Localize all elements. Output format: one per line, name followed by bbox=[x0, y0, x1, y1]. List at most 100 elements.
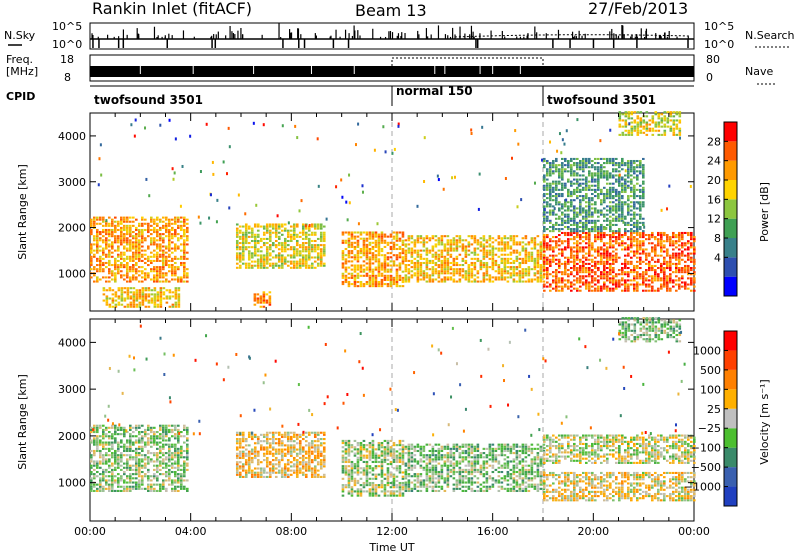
range-gate-cell bbox=[533, 261, 537, 265]
range-gate-cell bbox=[256, 233, 260, 236]
range-gate-cell bbox=[579, 159, 582, 163]
range-gate-cell bbox=[651, 119, 655, 122]
range-gate-cell bbox=[630, 168, 633, 171]
range-gate-cell bbox=[621, 289, 624, 292]
range-gate-cell bbox=[307, 252, 311, 255]
range-gate-cell bbox=[597, 252, 600, 255]
range-gate-cell bbox=[93, 483, 96, 486]
range-gate-cell bbox=[108, 489, 111, 493]
range-gate-cell bbox=[630, 182, 633, 185]
range-gate-cell bbox=[120, 220, 123, 223]
range-gate-cell bbox=[159, 237, 162, 240]
range-gate-cell bbox=[627, 174, 630, 177]
range-gate-cell bbox=[630, 186, 633, 189]
range-gate-cell bbox=[132, 257, 135, 260]
range-gate-cell bbox=[380, 254, 384, 257]
range-gate-cell bbox=[129, 235, 132, 238]
range-gate-cell bbox=[404, 253, 408, 256]
range-gate-cell bbox=[494, 261, 498, 265]
range-gate-cell bbox=[150, 251, 153, 254]
range-gate-cell bbox=[591, 166, 594, 169]
range-gate-cell bbox=[606, 170, 609, 173]
range-gate-cell bbox=[395, 283, 399, 286]
range-gate-cell bbox=[473, 264, 477, 267]
range-gate-cell bbox=[135, 237, 138, 240]
range-gate-cell bbox=[675, 264, 678, 267]
range-gate-cell bbox=[543, 211, 546, 214]
range-gate-cell bbox=[546, 184, 549, 187]
range-gate-cell bbox=[512, 261, 516, 265]
range-gate-cell bbox=[434, 261, 438, 265]
range-gate-cell bbox=[126, 441, 129, 444]
range-gate-cell bbox=[235, 235, 239, 238]
range-gate-cell bbox=[558, 207, 561, 210]
range-gate-cell bbox=[621, 271, 624, 274]
range-gate-cell bbox=[268, 223, 272, 226]
range-gate-cell bbox=[678, 127, 682, 130]
range-gate-cell bbox=[105, 462, 108, 465]
range-gate-cell bbox=[648, 262, 651, 265]
range-gate-cell bbox=[117, 295, 121, 298]
range-gate-cell bbox=[150, 259, 153, 262]
range-gate-cell bbox=[546, 269, 549, 272]
range-gate-cell bbox=[422, 245, 426, 248]
range-gate-cell bbox=[678, 260, 681, 263]
range-gate-cell bbox=[425, 272, 429, 275]
range-gate-cell bbox=[120, 485, 123, 488]
range-gate-cell bbox=[597, 279, 600, 282]
range-gate-cell bbox=[271, 256, 275, 259]
range-gate-cell bbox=[96, 268, 99, 271]
range-gate-cell bbox=[573, 162, 576, 165]
scatter-echo bbox=[565, 198, 568, 202]
range-gate-cell bbox=[295, 242, 299, 245]
range-gate-cell bbox=[536, 235, 540, 238]
range-gate-cell bbox=[313, 244, 317, 247]
range-gate-cell bbox=[555, 166, 558, 169]
range-gate-cell bbox=[99, 249, 102, 252]
range-gate-cell bbox=[262, 299, 266, 302]
range-gate-cell bbox=[147, 274, 150, 277]
range-gate-cell bbox=[141, 239, 144, 242]
range-gate-cell bbox=[186, 251, 189, 254]
scatter-echo bbox=[212, 172, 215, 176]
range-gate-cell bbox=[268, 303, 272, 306]
range-gate-cell bbox=[588, 221, 591, 224]
range-gate-cell bbox=[690, 289, 693, 292]
range-gate-cell bbox=[153, 226, 156, 229]
range-gate-cell bbox=[549, 166, 552, 169]
range-gate-cell bbox=[600, 170, 603, 173]
range-gate-cell bbox=[633, 250, 636, 253]
range-gate-cell bbox=[183, 280, 186, 283]
range-gate-cell bbox=[609, 195, 612, 198]
range-gate-cell bbox=[446, 259, 450, 262]
range-gate-cell bbox=[141, 253, 144, 256]
range-gate-cell bbox=[618, 207, 621, 210]
range-gate-cell bbox=[422, 274, 426, 277]
range-gate-cell bbox=[295, 239, 299, 243]
range-gate-cell bbox=[144, 218, 147, 221]
range-gate-cell bbox=[108, 297, 112, 300]
range-gate-cell bbox=[419, 253, 423, 256]
range-gate-cell bbox=[582, 225, 585, 229]
range-gate-cell bbox=[310, 225, 314, 228]
range-gate-cell bbox=[672, 123, 676, 126]
range-gate-cell bbox=[573, 267, 576, 270]
range-gate-cell bbox=[533, 274, 537, 277]
range-gate-cell bbox=[687, 246, 690, 249]
range-gate-cell bbox=[401, 270, 405, 273]
range-gate-cell bbox=[383, 268, 387, 271]
range-gate-cell bbox=[621, 197, 624, 200]
range-gate-cell bbox=[235, 227, 239, 230]
range-gate-cell bbox=[292, 227, 296, 230]
range-gate-cell bbox=[147, 293, 151, 296]
range-gate-cell bbox=[558, 215, 561, 218]
range-gate-cell bbox=[600, 230, 603, 233]
range-gate-cell bbox=[144, 289, 148, 292]
range-gate-cell bbox=[588, 285, 591, 288]
range-gate-cell bbox=[180, 255, 183, 258]
range-gate-cell bbox=[579, 178, 582, 181]
range-gate-cell bbox=[241, 231, 245, 234]
range-gate-cell bbox=[123, 291, 127, 294]
range-gate-cell bbox=[129, 295, 133, 298]
range-gate-cell bbox=[434, 278, 438, 281]
